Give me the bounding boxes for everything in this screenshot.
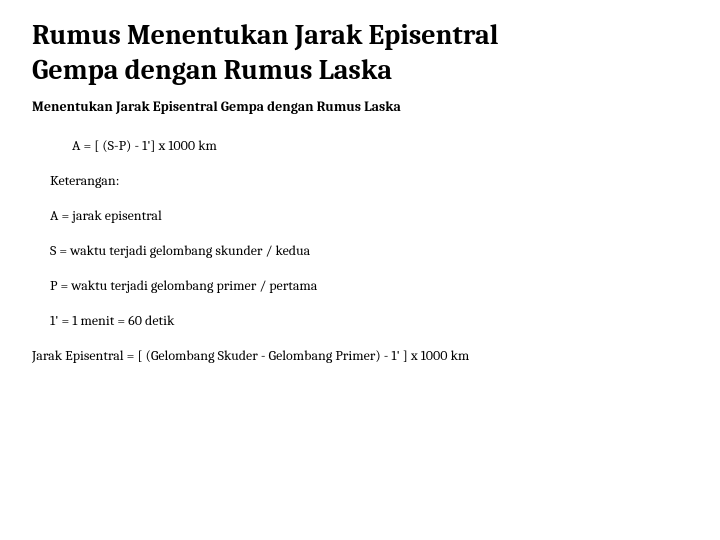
page-subtitle: Menentukan Jarak Episentral Gempa dengan… xyxy=(32,98,688,115)
full-formula: Jarak Episentral = [ (Gelombang Skuder -… xyxy=(32,347,688,364)
legend-a: A = jarak episentral xyxy=(50,207,688,224)
legend-p: P = waktu terjadi gelombang primer / per… xyxy=(50,277,688,294)
page-title: Rumus Menentukan Jarak Episentral Gempa … xyxy=(32,18,688,88)
title-line-2: Gempa dengan Rumus Laska xyxy=(32,54,392,86)
formula-line: A = [ (S-P) - 1'] x 1000 km xyxy=(72,137,688,154)
slide-page: Rumus Menentukan Jarak Episentral Gempa … xyxy=(0,0,720,392)
legend-heading: Keterangan: xyxy=(50,172,688,189)
title-line-1: Rumus Menentukan Jarak Episentral xyxy=(32,19,498,51)
legend-minute: 1' = 1 menit = 60 detik xyxy=(50,312,688,329)
legend-s: S = waktu terjadi gelombang skunder / ke… xyxy=(50,242,688,259)
